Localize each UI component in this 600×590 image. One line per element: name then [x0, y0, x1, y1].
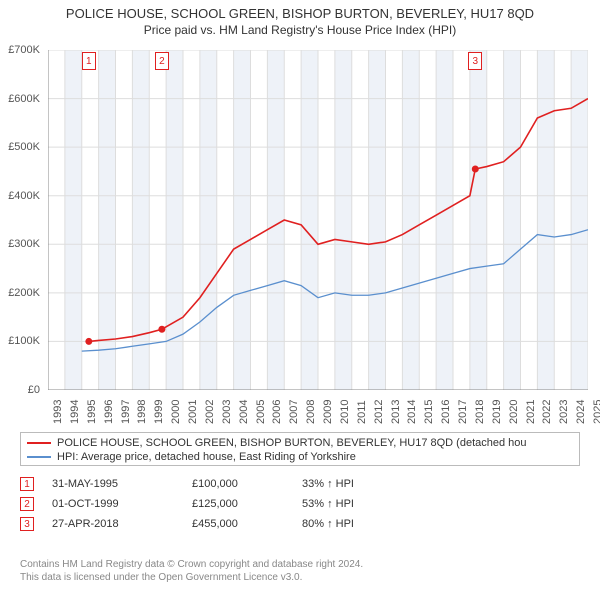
y-tick-label: £300K [8, 238, 40, 250]
marker-date: 27-APR-2018 [52, 518, 192, 530]
x-tick-label: 1994 [69, 400, 81, 424]
x-tick-label: 2015 [423, 400, 435, 424]
x-tick-label: 2008 [305, 400, 317, 424]
x-tick-label: 2006 [271, 400, 283, 424]
footnote-line: Contains HM Land Registry data © Crown c… [20, 558, 363, 571]
marker-price: £455,000 [192, 518, 302, 530]
x-tick-label: 1999 [153, 400, 165, 424]
marker-date: 01-OCT-1999 [52, 498, 192, 510]
x-tick-label: 2000 [170, 400, 182, 424]
x-tick-label: 1997 [120, 400, 132, 424]
x-tick-label: 2001 [187, 400, 199, 424]
chart-svg [48, 50, 588, 390]
x-tick-label: 1993 [52, 400, 64, 424]
x-tick-label: 2003 [221, 400, 233, 424]
legend-label: POLICE HOUSE, SCHOOL GREEN, BISHOP BURTO… [57, 437, 527, 449]
x-tick-label: 2016 [440, 400, 452, 424]
chart-area: £0£100K£200K£300K£400K£500K£600K£700K199… [48, 50, 588, 390]
legend-swatch [27, 442, 51, 444]
x-tick-label: 2004 [238, 400, 250, 424]
x-tick-label: 2018 [474, 400, 486, 424]
x-tick-label: 1996 [103, 400, 115, 424]
x-tick-label: 2024 [575, 400, 587, 424]
x-tick-label: 2022 [541, 400, 553, 424]
y-tick-label: £600K [8, 93, 40, 105]
legend-row: HPI: Average price, detached house, East… [27, 450, 573, 464]
x-tick-label: 2021 [525, 400, 537, 424]
marker-date: 31-MAY-1995 [52, 478, 192, 490]
x-tick-label: 2009 [322, 400, 334, 424]
x-tick-label: 2025 [592, 400, 600, 424]
x-tick-label: 1998 [136, 400, 148, 424]
marker-pct: 53% ↑ HPI [302, 498, 354, 510]
y-tick-label: £100K [8, 335, 40, 347]
marker-price: £100,000 [192, 478, 302, 490]
x-tick-label: 2020 [508, 400, 520, 424]
x-tick-label: 2023 [558, 400, 570, 424]
chart-subtitle: Price paid vs. HM Land Registry's House … [0, 21, 600, 37]
marker-price: £125,000 [192, 498, 302, 510]
x-tick-label: 1995 [86, 400, 98, 424]
y-tick-label: £700K [8, 44, 40, 56]
x-tick-label: 2011 [356, 400, 368, 424]
x-tick-label: 2012 [373, 400, 385, 424]
x-tick-label: 2007 [288, 400, 300, 424]
footnote-line: This data is licensed under the Open Gov… [20, 571, 363, 584]
chart-flag: 3 [468, 52, 482, 70]
x-tick-label: 2010 [339, 400, 351, 424]
marker-table: 1 31-MAY-1995£100,00033% ↑ HPI 2 01-OCT-199… [20, 474, 580, 534]
marker-row: 2 01-OCT-1999£125,00053% ↑ HPI [20, 494, 580, 514]
y-tick-label: £400K [8, 190, 40, 202]
x-tick-label: 2017 [457, 400, 469, 424]
y-tick-label: £500K [8, 141, 40, 153]
chart-title: POLICE HOUSE, SCHOOL GREEN, BISHOP BURTO… [0, 0, 600, 21]
marker-pct: 80% ↑ HPI [302, 518, 354, 530]
x-tick-label: 2002 [204, 400, 216, 424]
x-tick-label: 2005 [255, 400, 267, 424]
legend: POLICE HOUSE, SCHOOL GREEN, BISHOP BURTO… [20, 432, 580, 466]
legend-row: POLICE HOUSE, SCHOOL GREEN, BISHOP BURTO… [27, 436, 573, 450]
x-tick-label: 2013 [390, 400, 402, 424]
marker-badge: 3 [20, 517, 34, 531]
chart-flag: 2 [155, 52, 169, 70]
marker-pct: 33% ↑ HPI [302, 478, 354, 490]
marker-row: 3 27-APR-2018£455,00080% ↑ HPI [20, 514, 580, 534]
marker-row: 1 31-MAY-1995£100,00033% ↑ HPI [20, 474, 580, 494]
x-tick-label: 2014 [406, 400, 418, 424]
chart-flag: 1 [82, 52, 96, 70]
marker-badge: 2 [20, 497, 34, 511]
footnote: Contains HM Land Registry data © Crown c… [20, 558, 363, 584]
legend-label: HPI: Average price, detached house, East… [57, 451, 356, 463]
y-tick-label: £200K [8, 287, 40, 299]
marker-badge: 1 [20, 477, 34, 491]
x-tick-label: 2019 [491, 400, 503, 424]
legend-swatch [27, 456, 51, 458]
y-tick-label: £0 [28, 384, 40, 396]
